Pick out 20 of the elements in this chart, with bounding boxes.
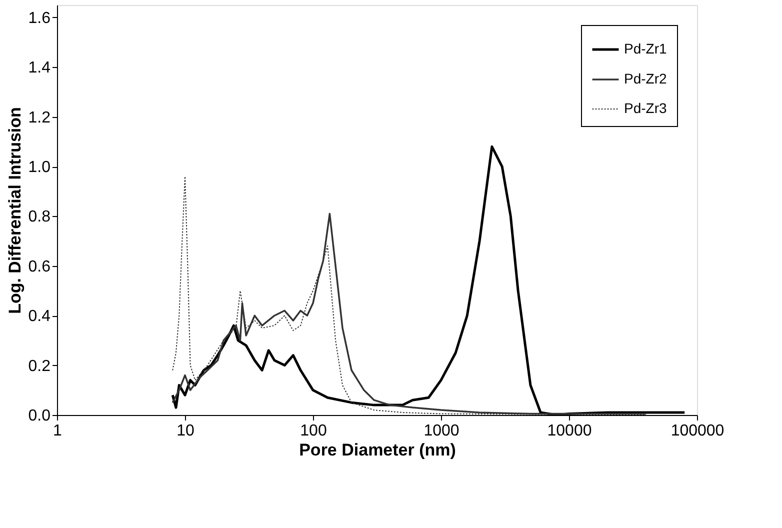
x-tick-label: 100 xyxy=(300,422,327,440)
x-tick-label: 100000 xyxy=(670,422,724,440)
y-tick-label: 0.4 xyxy=(28,308,51,326)
x-tick-label: 10000 xyxy=(547,422,592,440)
x-tick-label: 1 xyxy=(53,422,62,440)
y-axis-title: Log. Differential Intrusion xyxy=(5,107,24,314)
x-axis-title: Pore Diameter (nm) xyxy=(299,440,456,460)
y-tick-label: 1.4 xyxy=(28,60,51,77)
y-tick-label: 0.2 xyxy=(28,358,51,375)
y-tick-label: 1.0 xyxy=(28,159,51,176)
x-tick-label: 10 xyxy=(176,422,194,440)
y-tick-label: 0.6 xyxy=(28,258,51,276)
legend-label: Pd-Zr2 xyxy=(624,70,667,86)
legend-label: Pd-Zr1 xyxy=(624,40,667,56)
x-tick-label: 1000 xyxy=(424,422,460,440)
y-tick-label: 1.2 xyxy=(28,109,51,126)
y-tick-label: 0.0 xyxy=(28,408,51,424)
legend-label: Pd-Zr3 xyxy=(624,100,667,116)
y-tick-label: 1.6 xyxy=(28,10,51,27)
y-tick-label: 0.8 xyxy=(28,208,51,226)
